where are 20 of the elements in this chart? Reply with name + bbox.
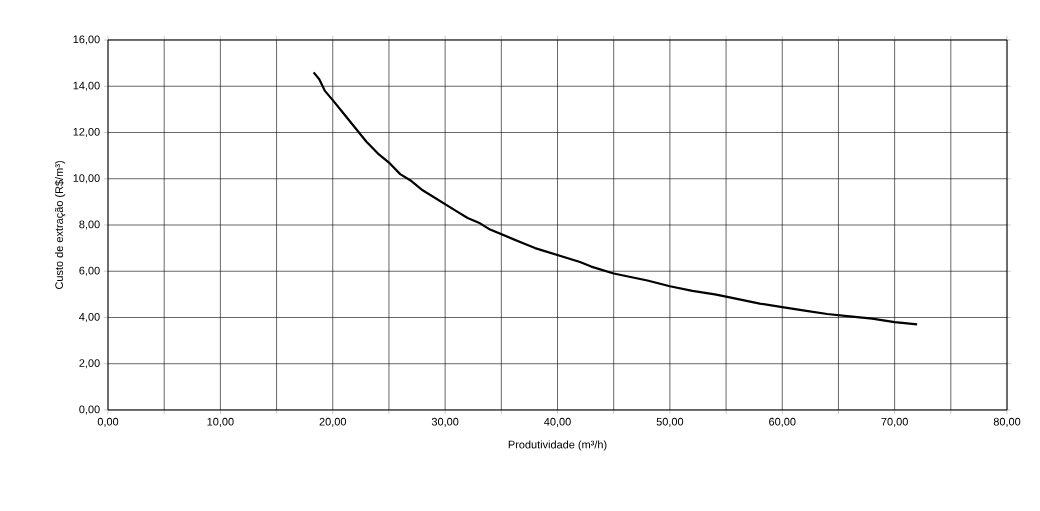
y-tick-label: 0,00	[79, 405, 100, 415]
y-tick-label: 14,00	[73, 81, 100, 91]
x-tick-label: 30,00	[431, 417, 459, 427]
x-axis-title: Produtividade (m³/h)	[508, 440, 607, 451]
y-tick-label: 10,00	[73, 174, 100, 184]
y-tick-label: 8,00	[79, 220, 100, 230]
x-tick-label: 20,00	[319, 417, 347, 427]
x-tick-label: 10,00	[207, 417, 234, 427]
x-tick-label: 40,00	[544, 417, 571, 427]
y-tick-label: 12,00	[73, 127, 100, 138]
x-tick-label: 50,00	[656, 417, 684, 427]
y-axis-title: Custo de extração (R$/m³)	[54, 161, 66, 289]
x-tick-label: 60,00	[769, 417, 796, 427]
y-tick-label: 6,00	[79, 266, 100, 276]
y-tick-label: 4,00	[79, 312, 100, 323]
y-tick-label: 16,00	[73, 35, 100, 45]
x-tick-label: 80,00	[993, 417, 1021, 427]
x-tick-label: 70,00	[881, 417, 908, 427]
y-tick-label: 2,00	[79, 359, 100, 369]
x-tick-label: 0,00	[97, 417, 119, 427]
